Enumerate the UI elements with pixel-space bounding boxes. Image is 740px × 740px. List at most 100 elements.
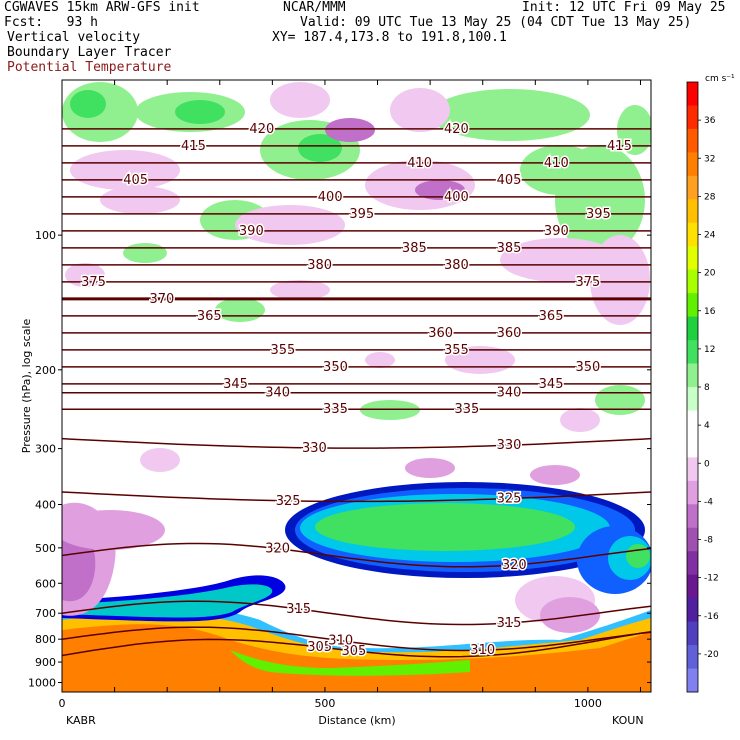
field-region: [270, 280, 330, 300]
field-region: [520, 145, 600, 195]
field-region: [315, 503, 575, 551]
theta-label-325: 325: [497, 492, 522, 507]
y-tick-label: 1000: [28, 677, 56, 690]
field-region: [298, 134, 342, 162]
field-region: [540, 597, 600, 633]
y-tick-label: 600: [35, 577, 56, 590]
y-tick-label: 800: [35, 633, 56, 646]
theta-label-330: 330: [497, 438, 522, 453]
endpoint-right-label: KOUN: [612, 714, 644, 727]
theta-label-340: 340: [265, 386, 290, 401]
theta-label-335: 335: [323, 402, 348, 417]
field-potential-temperature: Potential Temperature: [7, 60, 172, 75]
colorbar-tick-label: 8: [704, 383, 710, 393]
colorbar-swatch: [687, 433, 698, 458]
colorbar-swatch: [687, 527, 698, 552]
theta-label-380: 380: [307, 258, 332, 273]
y-tick-label: 500: [35, 542, 56, 555]
theta-label-325: 325: [276, 494, 301, 509]
colorbar-swatch: [687, 340, 698, 365]
endpoint-left-label: KABR: [66, 714, 96, 727]
theta-label-370: 370: [150, 292, 175, 307]
theta-contour-305: [62, 630, 651, 658]
theta-label-390: 390: [544, 224, 569, 239]
field-region: [230, 650, 470, 676]
field-region: [405, 458, 455, 478]
header-org: NCAR/MMM: [283, 0, 346, 15]
colorbar-swatch: [687, 199, 698, 224]
theta-label-320: 320: [502, 558, 527, 573]
field-region: [365, 352, 395, 368]
theta-label-385: 385: [402, 241, 427, 256]
theta-label-420: 420: [249, 122, 274, 137]
plot-frame: [61, 79, 652, 693]
colorbar-tick-label: 0: [704, 459, 710, 469]
colorbar-swatch: [687, 175, 698, 200]
theta-label-420: 420: [444, 122, 469, 137]
colorbar-swatch: [687, 269, 698, 294]
theta-label-415: 415: [181, 139, 206, 154]
colorbar-swatch: [687, 105, 698, 130]
colorbar-swatch: [687, 551, 698, 576]
theta-label-415: 415: [607, 139, 632, 154]
field-region: [560, 408, 600, 432]
theta-label-330: 330: [302, 441, 327, 456]
theta-label-385: 385: [497, 241, 522, 256]
theta-label-305: 305: [341, 644, 366, 659]
field-region: [70, 90, 106, 118]
field-region: [235, 205, 345, 245]
field-region: [215, 298, 265, 322]
field-region: [100, 186, 180, 214]
field-region: [415, 180, 465, 200]
y-tick-label: 100: [35, 229, 56, 242]
theta-label-360: 360: [497, 326, 522, 341]
theta-label-405: 405: [497, 173, 522, 188]
theta-label-410: 410: [544, 156, 569, 171]
theta-label-365: 365: [539, 309, 564, 324]
y-tick-label: 400: [35, 498, 56, 511]
theta-contour-310: [62, 626, 651, 652]
x-tick-label: 500: [314, 697, 335, 710]
colorbar-swatch: [687, 457, 698, 482]
colorbar-swatch: [687, 152, 698, 177]
theta-label-315: 315: [497, 616, 522, 631]
x-axis-label: Distance (km): [318, 714, 395, 727]
field-region: [530, 465, 580, 485]
colorbar-swatch: [687, 668, 698, 693]
field-vertical-velocity: Vertical velocity: [7, 30, 141, 45]
colorbar-tick-label: 20: [704, 269, 716, 279]
colorbar-swatch: [687, 621, 698, 646]
field-boundary-layer-tracer: Boundary Layer Tracer: [7, 45, 172, 60]
colorbar-tick-label: 28: [704, 192, 716, 202]
field-region: [617, 105, 651, 155]
theta-label-390: 390: [239, 224, 264, 239]
x-tick-label: 1000: [574, 697, 602, 710]
field-region: [430, 89, 590, 141]
field-region: [360, 400, 420, 420]
y-tick-label: 700: [35, 607, 56, 620]
colorbar-swatch: [687, 480, 698, 505]
theta-label-365: 365: [197, 309, 222, 324]
colorbar-swatch: [687, 598, 698, 623]
colorbar-swatch: [687, 363, 698, 388]
colorbar-tick-label: 36: [704, 116, 716, 126]
y-tick-label: 200: [35, 364, 56, 377]
theta-label-335: 335: [455, 402, 480, 417]
theta-label-360: 360: [428, 326, 453, 341]
header-forecast-hour: Fcst: 93 h: [4, 15, 98, 30]
header-title: CGWAVES 15km ARW-GFS init: [4, 0, 200, 15]
colorbar-swatch: [687, 410, 698, 435]
theta-label-400: 400: [444, 190, 469, 205]
theta-label-310: 310: [470, 643, 495, 658]
field-region: [590, 235, 650, 325]
theta-label-395: 395: [349, 207, 374, 222]
theta-label-310: 310: [328, 634, 353, 649]
theta-contour-330: [62, 437, 651, 449]
theta-contour-320: [62, 542, 651, 568]
colorbar-tick-label: -4: [704, 497, 713, 507]
colorbar-tick-label: 32: [704, 154, 715, 164]
field-region: [62, 584, 273, 618]
colorbar-swatch: [687, 128, 698, 153]
colorbar-unit: cm s⁻¹: [705, 74, 735, 84]
